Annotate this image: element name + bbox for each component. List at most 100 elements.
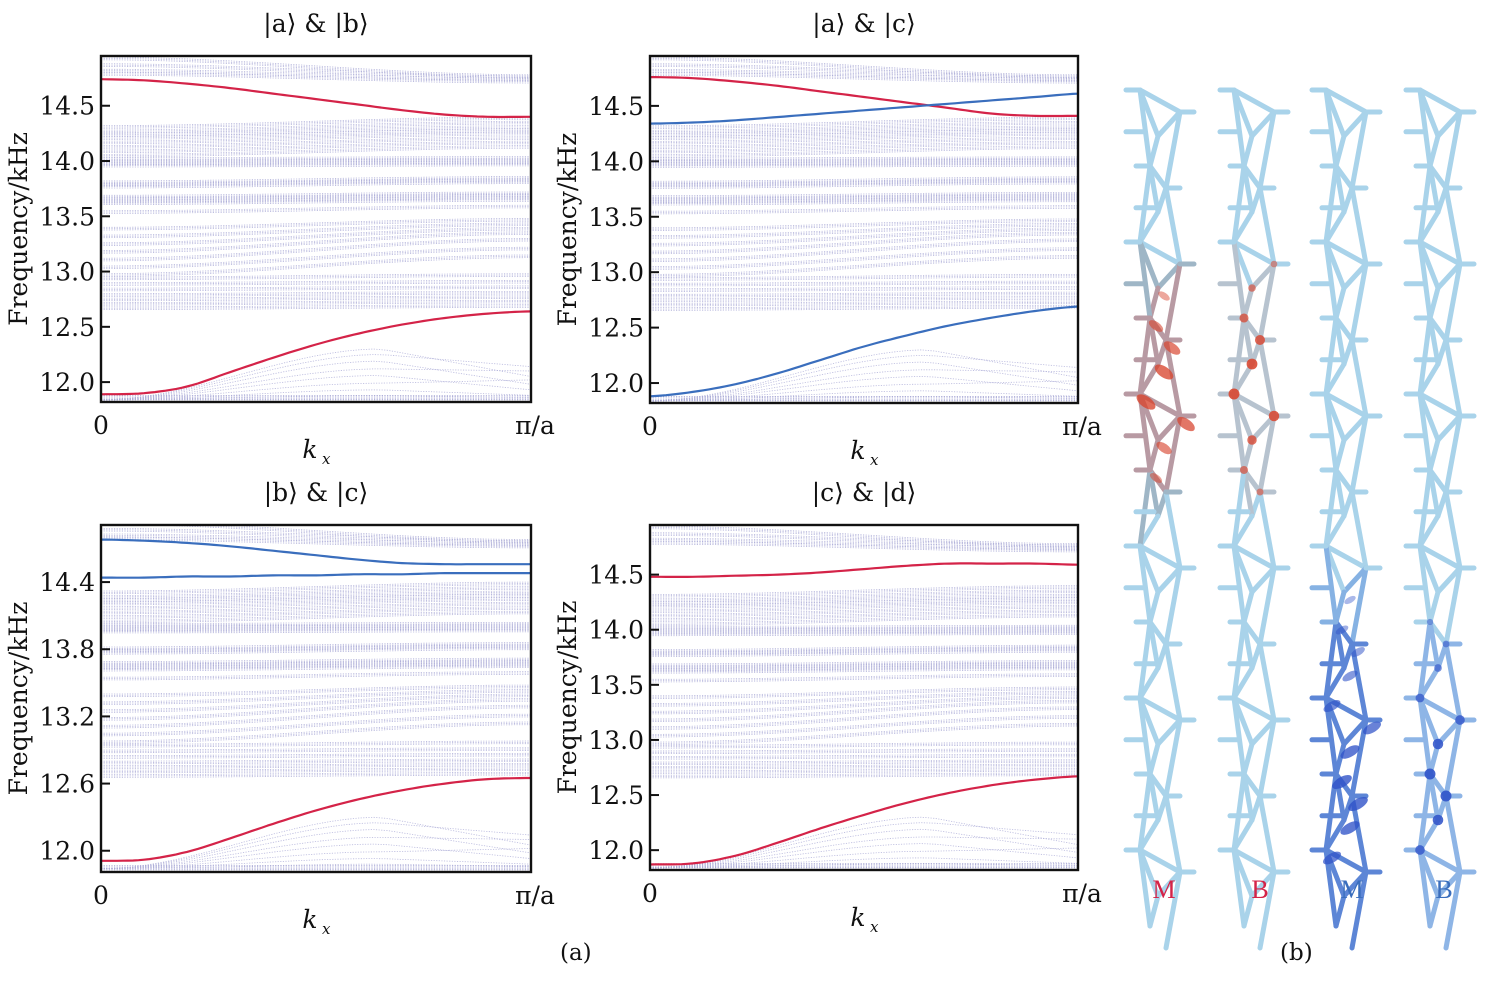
lattice-bond (1257, 489, 1277, 571)
bulk-band-line (101, 592, 531, 601)
mode-amplitude-lobe (1332, 775, 1352, 789)
bulk-band-line (650, 724, 1078, 744)
bulk-band-line (101, 237, 531, 259)
bulk-band-line (101, 629, 531, 632)
y-tick-label: 14.5 (39, 92, 95, 121)
lattice-bond (1443, 337, 1463, 419)
lattice-bond (1323, 87, 1339, 169)
bulk-band-line (101, 765, 531, 769)
y-tick-label: 12.5 (588, 781, 644, 810)
bulk-band-line (650, 775, 1078, 779)
series-edge-lower (101, 310, 531, 396)
bulk-band-line (650, 294, 1078, 298)
bulk-band-line (650, 119, 1078, 129)
bulk-band-line (650, 286, 1078, 290)
lattice-bond (1155, 565, 1183, 595)
lattice-bond (1349, 337, 1369, 419)
x-tick-label-pi-over-a: π/a (515, 881, 555, 910)
mode-amplitude-lobe (1177, 416, 1195, 432)
bulk-band-line (101, 145, 531, 155)
lattice-bond (1417, 543, 1463, 571)
lattice-bond (1349, 109, 1369, 191)
bulk-band-line (101, 716, 531, 737)
bulk-branch-line (101, 822, 531, 869)
bulk-band-line (650, 125, 1078, 135)
bulk-band-line (101, 192, 531, 198)
bulk-band-line (101, 689, 531, 703)
bulk-band-line (650, 177, 1078, 184)
bulk-band-line (650, 195, 1078, 200)
bulk-band-line (101, 129, 531, 139)
bulk-band-line (650, 143, 1078, 154)
series-edge-upper-blue-2 (101, 571, 531, 579)
lattice-bond (1155, 413, 1183, 443)
lattice-bond (1257, 261, 1277, 343)
lattice-bond (1231, 87, 1277, 115)
bulk-band-line (650, 145, 1078, 156)
bulk-band-line (650, 297, 1078, 301)
lattice-bond (1231, 239, 1277, 267)
series-edge-lower-red (101, 776, 531, 862)
bulk-band-line (650, 70, 1078, 80)
bulk-band-line (101, 686, 531, 696)
mode-amplitude-lobe (1348, 797, 1368, 811)
bulk-band-line (101, 275, 531, 281)
lattice-bond (1163, 717, 1183, 799)
bulk-band-line (650, 288, 1078, 292)
bulk-band-line (650, 198, 1078, 203)
bulk-band-line (650, 607, 1078, 618)
lattice-bond (1137, 239, 1153, 321)
bulk-band-line (101, 161, 531, 164)
lattice-bond (1435, 261, 1463, 291)
bulk-band-line (650, 132, 1078, 142)
bulk-band-line (101, 645, 531, 651)
bulk-band-line (101, 613, 531, 624)
mode-amplitude-node (1424, 768, 1436, 780)
bulk-band-line (101, 123, 531, 134)
bulk-band-line (650, 207, 1078, 215)
lattice-bond (1443, 565, 1463, 647)
bulk-band-line (650, 146, 1078, 157)
lattice-bond (1155, 717, 1183, 747)
series-edge-lower-blue (650, 305, 1078, 398)
bulk-band-line (101, 690, 531, 704)
y-tick-label: 14.5 (588, 561, 644, 590)
bulk-band-line (101, 223, 531, 237)
lattice-bond (1435, 565, 1463, 595)
bulk-band-line (101, 70, 531, 80)
bulk-band-line (101, 219, 531, 230)
bulk-band-line (101, 255, 531, 276)
bulk-band-line (650, 231, 1078, 252)
lattice-bond (1249, 717, 1277, 747)
bulk-band-line (650, 665, 1078, 670)
lattice-bond (1137, 543, 1153, 625)
bulk-band-line (101, 586, 531, 596)
bulk-band-line (650, 182, 1078, 188)
bulk-branch-line (101, 837, 531, 869)
bulk-branch-line (101, 843, 531, 869)
bulk-band-line (101, 662, 531, 667)
y-tick-label: 13.0 (588, 726, 644, 755)
bulk-band-line (101, 306, 531, 311)
lattice-bond (1341, 413, 1369, 443)
bulk-band-line (650, 250, 1078, 270)
bulk-band-line (101, 662, 531, 667)
bulk-band-line (650, 541, 1078, 550)
bulk-band-line (101, 222, 531, 236)
chain-3 (1309, 87, 1383, 951)
lattice-bond (1137, 695, 1183, 723)
bulk-band-line (101, 64, 531, 78)
bulk-band-line (101, 71, 531, 82)
lattice-bond (1443, 793, 1463, 875)
bulk-band-line (101, 772, 531, 775)
bulk-band-line (650, 755, 1078, 759)
bulk-band-line (101, 141, 531, 152)
bulk-band-line (650, 234, 1078, 255)
bulk-band-line (101, 607, 531, 618)
bulk-band-line (650, 650, 1078, 656)
bulk-band-line (101, 58, 531, 77)
y-tick-label: 14.0 (588, 616, 644, 645)
bulk-band-line (101, 56, 531, 76)
bulk-band-line (101, 68, 531, 79)
bulk-band-line (101, 764, 531, 768)
